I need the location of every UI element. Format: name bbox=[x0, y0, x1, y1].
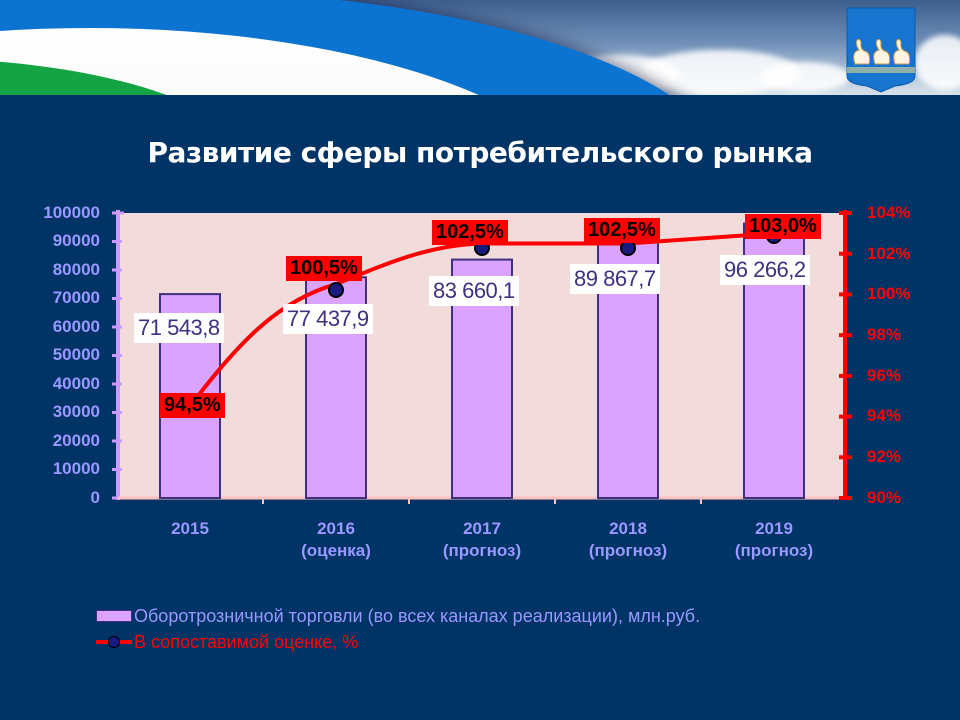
x-category-year: 2015 bbox=[171, 519, 209, 538]
left-tick-label: 10000 bbox=[52, 459, 100, 478]
left-tick-label: 0 bbox=[90, 488, 100, 507]
percent-value-label: 102,5% bbox=[584, 218, 660, 243]
right-tick-label: 102% bbox=[867, 244, 911, 263]
left-axis-ticks bbox=[112, 211, 124, 500]
x-category-year: 2018 bbox=[609, 519, 647, 538]
x-category-year: 2016 bbox=[317, 519, 355, 538]
x-category-label: 2015 bbox=[120, 518, 260, 540]
percent-value-label: 102,5% bbox=[432, 220, 508, 245]
x-category-label: 2019 (прогноз) bbox=[704, 518, 844, 562]
line-marker-swatch-icon bbox=[96, 635, 132, 649]
x-category-note: (оценка) bbox=[301, 541, 371, 560]
legend-label: В сопоставимой оценке, % bbox=[134, 631, 359, 652]
right-tick-label: 98% bbox=[867, 325, 902, 344]
left-tick-label: 40000 bbox=[52, 374, 100, 393]
right-tick-label: 94% bbox=[867, 406, 902, 425]
bar-value-label: 77 437,9 bbox=[283, 304, 373, 334]
left-tick-label: 20000 bbox=[52, 431, 100, 450]
left-tick-label: 30000 bbox=[52, 402, 100, 421]
left-tick-label: 70000 bbox=[52, 288, 100, 307]
x-category-year: 2017 bbox=[463, 519, 501, 538]
legend-label: Оборотрозничной торговли (во всех канала… bbox=[134, 605, 701, 626]
legend-item-line: В сопоставимой оценке, % bbox=[96, 629, 700, 655]
bar-value-label: 83 660,1 bbox=[429, 276, 519, 306]
header-banner bbox=[0, 0, 960, 95]
x-category-year: 2019 bbox=[755, 519, 793, 538]
left-tick-label: 100000 bbox=[43, 203, 100, 222]
swans-coat-of-arms-icon bbox=[845, 6, 917, 94]
percent-value-label: 94,5% bbox=[160, 393, 225, 418]
left-tick-label: 90000 bbox=[52, 231, 100, 250]
right-tick-label: 104% bbox=[867, 203, 911, 222]
right-tick-label: 100% bbox=[867, 284, 911, 303]
slide-title: Развитие сферы потребительского рынка bbox=[147, 136, 813, 169]
right-tick-label: 96% bbox=[867, 366, 902, 385]
right-tick-label: 92% bbox=[867, 447, 902, 466]
left-tick-label: 50000 bbox=[52, 345, 100, 364]
x-category-label: 2017 (прогноз) bbox=[412, 518, 552, 562]
bar-swatch-icon bbox=[96, 610, 132, 622]
bar-series bbox=[159, 222, 805, 499]
x-category-note: (прогноз) bbox=[442, 541, 522, 560]
percent-value-label: 100,5% bbox=[286, 256, 362, 281]
bar-value-label: 89 867,7 bbox=[570, 264, 660, 294]
left-tick-label: 60000 bbox=[52, 317, 100, 336]
percent-value-label: 103,0% bbox=[745, 214, 821, 239]
left-tick-label: 80000 bbox=[52, 260, 100, 279]
bar-value-label: 96 266,2 bbox=[720, 255, 810, 285]
x-category-label: 2018 (прогноз) bbox=[558, 518, 698, 562]
x-category-label: 2016 (оценка) bbox=[266, 518, 406, 562]
x-category-note: (прогноз) bbox=[588, 541, 668, 560]
x-category-note: (прогноз) bbox=[734, 541, 814, 560]
bar-value-label: 71 543,8 bbox=[134, 313, 224, 343]
right-axis-ticks bbox=[839, 211, 852, 500]
chart-legend: Оборотрозничной торговли (во всех канала… bbox=[96, 603, 700, 655]
legend-item-bars: Оборотрозничной торговли (во всех канала… bbox=[96, 603, 700, 629]
right-tick-label: 90% bbox=[867, 488, 902, 507]
